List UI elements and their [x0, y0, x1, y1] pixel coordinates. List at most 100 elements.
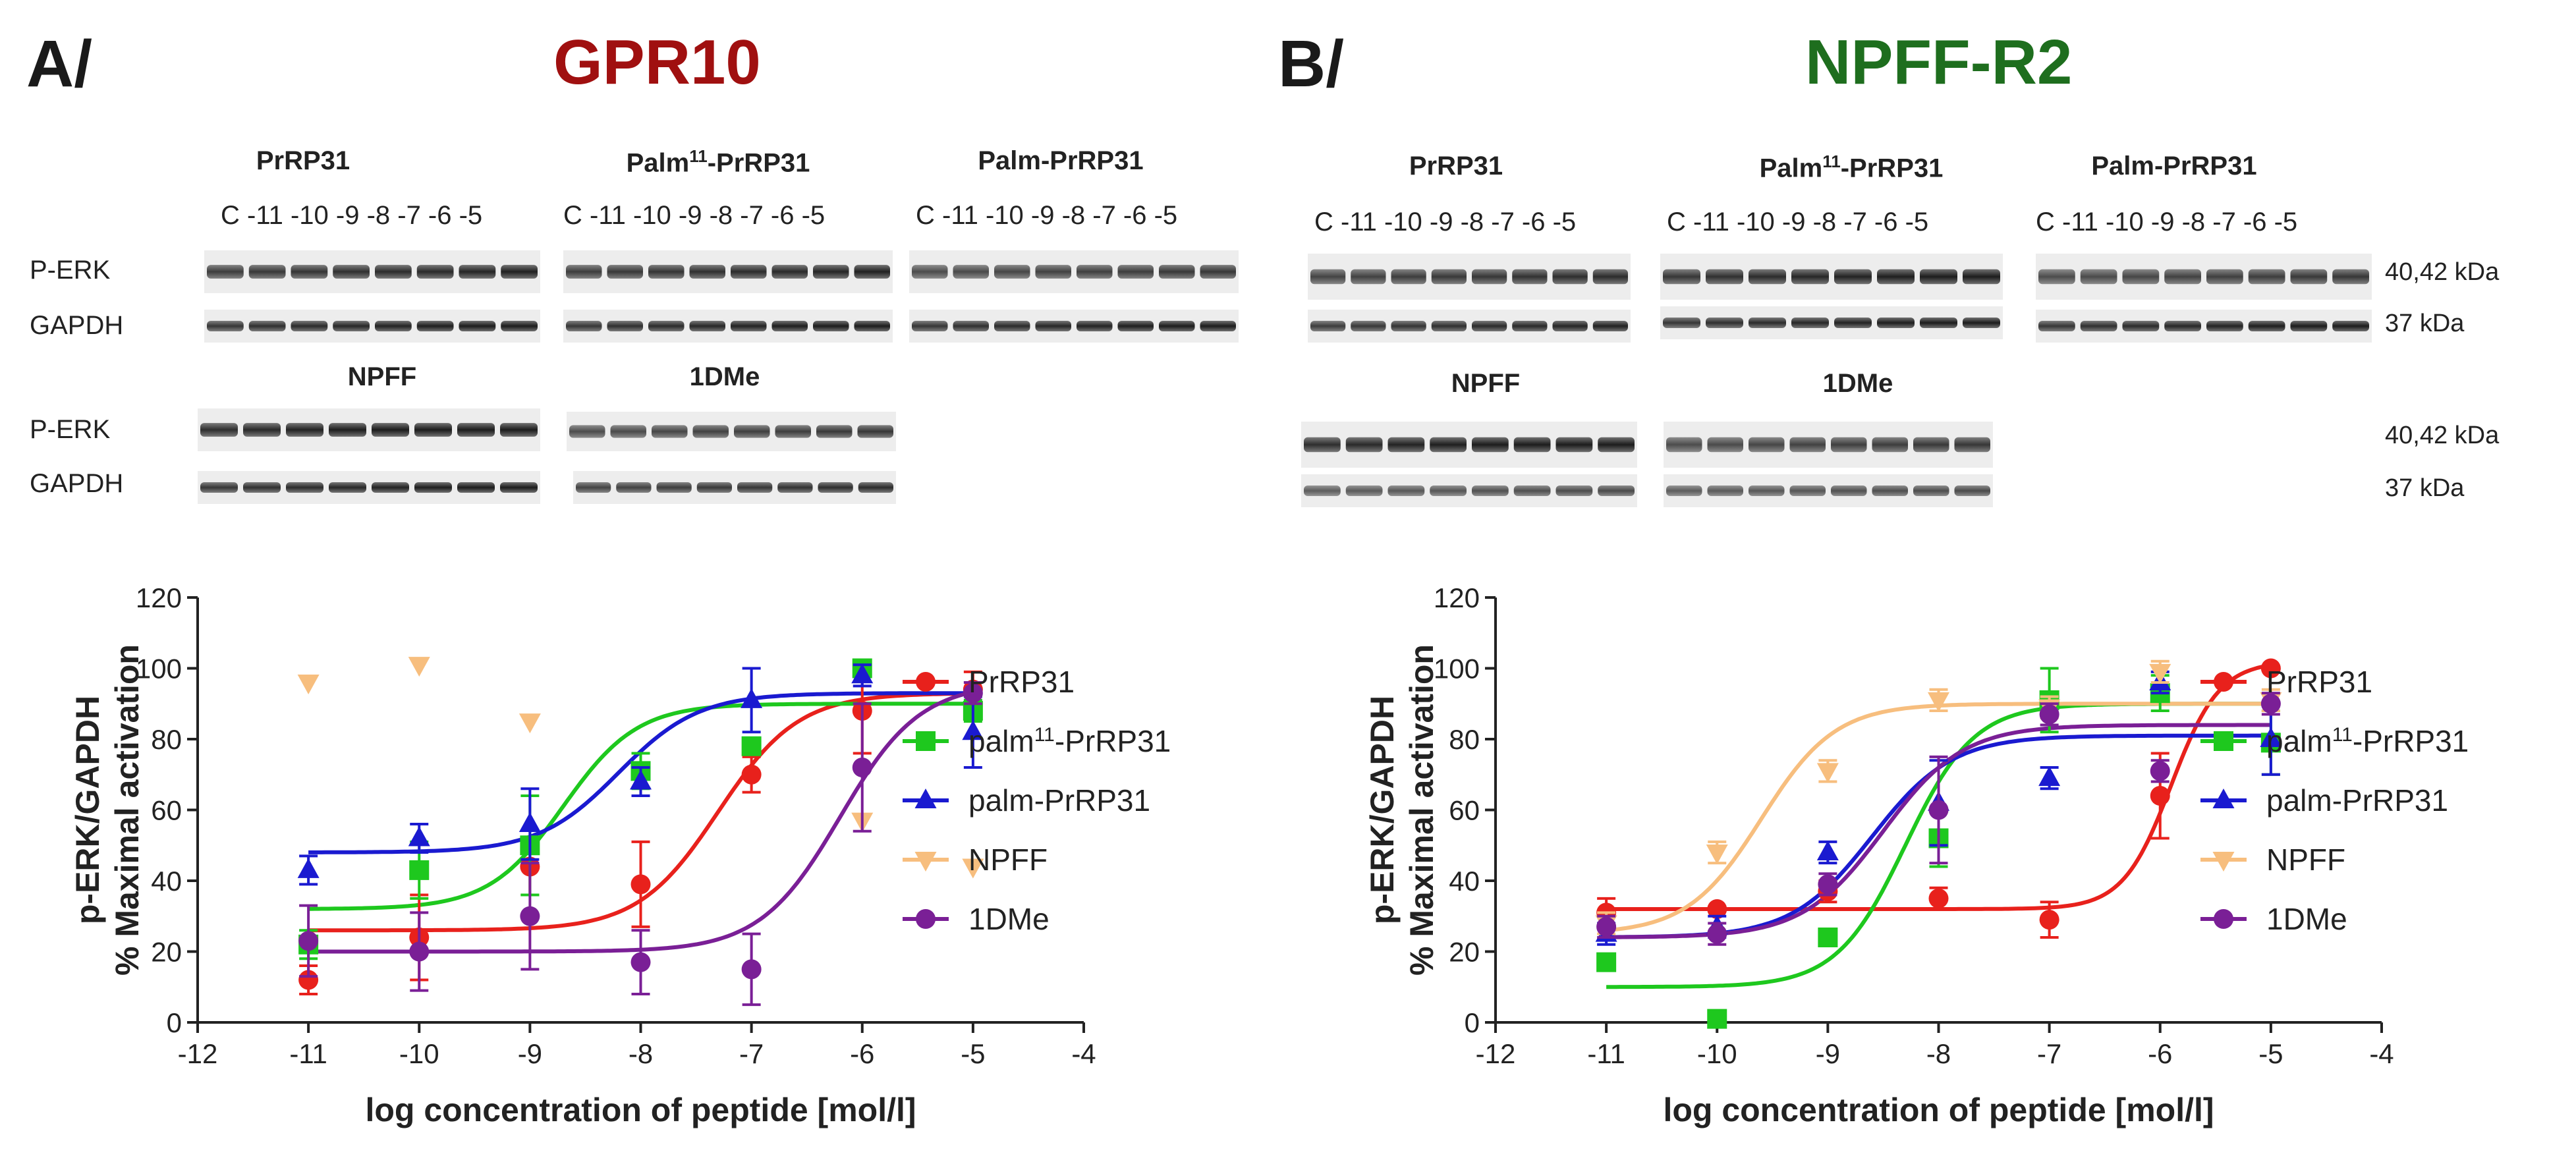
y-tick-label: 40 [1449, 866, 1480, 897]
blot-band [689, 265, 725, 279]
blot-band [1552, 269, 1588, 285]
blot-band [1831, 437, 1867, 453]
blot-band [1117, 321, 1154, 331]
blot-band [1749, 486, 1785, 496]
lane-labels-a2: C -11 -10 -9 -8 -7 -6 -5 [563, 201, 826, 230]
blot-band [1077, 265, 1113, 279]
x-tick-label: -6 [850, 1038, 874, 1069]
blot-band [2038, 321, 2075, 331]
blot-band [1831, 486, 1867, 496]
y-tick-label: 120 [1434, 582, 1480, 613]
blot-band [2206, 269, 2243, 285]
panel-a-title: GPR10 [553, 27, 761, 97]
kda-label-1: 40,42 kDa [2385, 258, 2500, 286]
row-label-gapdh-a2: GAPDH [30, 469, 124, 498]
blot-band [200, 423, 238, 437]
blot-band [734, 425, 770, 438]
data-point-prrp31 [1928, 888, 1949, 908]
blot-band [291, 265, 328, 279]
blot-band [813, 265, 849, 279]
blot-band [1159, 265, 1195, 279]
blot-band [1592, 269, 1628, 285]
data-point-npff [1928, 692, 1949, 712]
blot-band [2290, 321, 2328, 331]
row-label-gapdh-a1: GAPDH [30, 311, 124, 340]
legend-marker [914, 852, 937, 872]
blot-band [1391, 321, 1426, 331]
y-tick-label: 100 [1434, 653, 1480, 684]
data-point-palm11-prrp31 [409, 860, 430, 880]
blot-band [243, 423, 281, 437]
blot-band [771, 265, 808, 279]
legend-label: PrRP31 [968, 665, 1075, 699]
blot-band [414, 423, 452, 437]
blot-band [1200, 265, 1236, 279]
legend-marker [916, 672, 936, 692]
data-point-npff [2149, 663, 2171, 684]
x-tick-label: -11 [1587, 1038, 1625, 1069]
data-point-prrp31 [1707, 899, 1727, 919]
y-axis-label-2: % Maximal activation [109, 644, 146, 976]
blot-band [2080, 269, 2117, 285]
blot-title-palm11-a: Palm11-PrRP31 [626, 146, 810, 178]
y-axis-label: p-ERK/GAPDH [1364, 696, 1401, 924]
blot-title-prrp31-b: PrRP31 [1409, 152, 1503, 180]
blot-band [994, 321, 1030, 331]
blot-band [1749, 318, 1786, 328]
data-point-1dme [630, 952, 651, 972]
blot-band [1304, 486, 1341, 496]
blot-band [2248, 269, 2285, 285]
blot-band [1877, 269, 1915, 285]
blot-band [1706, 318, 1743, 328]
x-tick-label: -4 [2369, 1038, 2394, 1069]
data-point-palm11-prrp31 [1818, 928, 1838, 947]
blot-band [1387, 486, 1425, 496]
blot-band [2122, 269, 2160, 285]
y-tick-label: 80 [151, 724, 182, 755]
blot-band [994, 265, 1030, 279]
blot-band [1707, 486, 1743, 496]
blot-band [2164, 321, 2201, 331]
blot-title-npff-b: NPFF [1451, 369, 1521, 398]
blot-band [1552, 321, 1588, 331]
blot-band [1834, 318, 1872, 328]
blot-band [1555, 486, 1593, 496]
blot-band [816, 425, 853, 438]
data-point-prrp31 [2260, 658, 2281, 679]
data-point-npff [518, 713, 541, 734]
blot-band [200, 482, 238, 493]
blot-band [1304, 437, 1341, 453]
data-point-1dme [520, 906, 540, 926]
lane-labels-b2: C -11 -10 -9 -8 -7 -6 -5 [1667, 208, 1929, 236]
blot-band [689, 321, 725, 331]
blot-title-palm-b: Palm-PrRP31 [2091, 152, 2257, 180]
blot-band [2332, 269, 2369, 285]
lane-labels-b3: C -11 -10 -9 -8 -7 -6 -5 [2036, 208, 2298, 236]
blot-band [243, 482, 281, 493]
x-tick-label: -10 [399, 1038, 439, 1069]
blot-band [291, 321, 328, 331]
legend-label: NPFF [2266, 843, 2345, 877]
panel-b-title: NPFF-R2 [1805, 27, 2073, 97]
blot-band [569, 425, 605, 438]
x-tick-label: -5 [2258, 1038, 2283, 1069]
blot-band [501, 265, 538, 279]
blot-band [1872, 437, 1908, 453]
data-point-1dme [2260, 694, 2281, 714]
chart-npff-r2: 0 20 40 60 80 100 120 -12 -11 -10 -9 -8 -7 -6 -5 -4 log … [1364, 582, 2469, 1128]
blot-band [1472, 437, 1509, 453]
legend-label: palm11-PrRP31 [2266, 724, 2469, 759]
data-point-prrp31 [298, 970, 319, 990]
blot-band [648, 265, 685, 279]
blot-band [1877, 318, 1915, 328]
blot-band [1200, 321, 1236, 331]
data-point-npff [408, 657, 430, 677]
legend-marker [916, 909, 936, 929]
blot-band [1954, 437, 1990, 453]
row-label-perk-a2: P-ERK [30, 415, 111, 444]
blot-title-1dme-a: 1DMe [689, 362, 760, 391]
blot-band [2080, 321, 2117, 331]
legend-label: NPFF [968, 843, 1048, 877]
data-point-1dme [1818, 874, 1838, 895]
